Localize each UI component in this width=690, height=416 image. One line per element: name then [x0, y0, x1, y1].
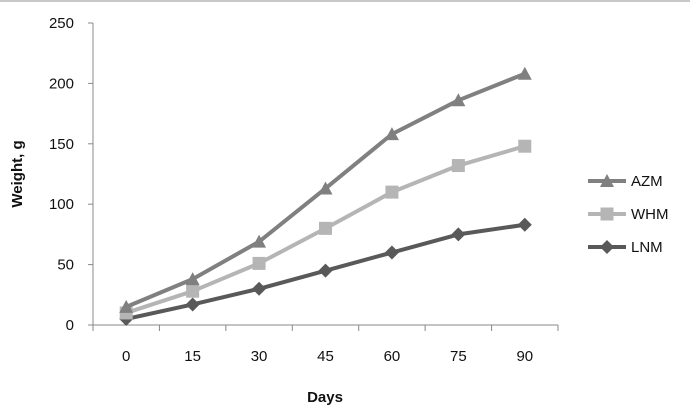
series-lnm-point — [318, 263, 333, 278]
legend-label: AZM — [631, 173, 663, 190]
series-azm — [119, 66, 532, 313]
legend-swatch-marker — [600, 174, 614, 187]
y-tick-label: 150 — [49, 136, 74, 153]
series-whm-point — [319, 221, 332, 235]
y-tick-label: 100 — [49, 196, 74, 213]
legend-label: WHM — [631, 206, 669, 223]
series-azm-point — [451, 93, 466, 107]
x-tick-label: 45 — [317, 348, 334, 365]
series-azm-point — [185, 272, 200, 286]
series-azm-point — [517, 66, 532, 80]
series-azm-point — [119, 299, 134, 313]
legend-swatch-marker — [600, 207, 614, 221]
series-lnm-point — [252, 281, 267, 296]
x-axis-title: Days — [307, 389, 343, 406]
legend-item-azm: AZM — [588, 173, 663, 190]
y-tick-label: 0 — [66, 317, 74, 334]
series-azm-point — [252, 234, 267, 248]
x-tick-label: 90 — [516, 348, 533, 365]
legend-label: LNM — [631, 239, 663, 256]
y-tick-label: 50 — [57, 257, 74, 274]
series-whm-point — [451, 159, 465, 173]
series-azm-point — [318, 181, 333, 195]
series-whm — [119, 139, 532, 320]
series-lnm-point — [451, 227, 466, 242]
x-tick-label: 15 — [184, 348, 201, 365]
x-tick-label: 30 — [251, 348, 268, 365]
plot-area — [119, 66, 532, 326]
y-tick-label: 250 — [49, 15, 74, 32]
series-whm-point — [252, 256, 266, 270]
series-whm-point — [518, 139, 532, 153]
legend-swatch-marker — [600, 240, 614, 254]
series-azm-point — [384, 127, 399, 141]
x-tick-label: 75 — [450, 348, 467, 365]
series-lnm-point — [517, 217, 532, 232]
top-border — [0, 0, 690, 2]
y-axis-title: Weight, g — [9, 140, 26, 207]
series-whm-point — [186, 284, 200, 298]
x-tick-label: 0 — [122, 348, 130, 365]
x-tick-label: 60 — [384, 348, 401, 365]
series-lnm-point — [185, 297, 200, 312]
legend: AZM WHM LNM — [588, 173, 669, 256]
legend-item-lnm: LNM — [588, 239, 663, 256]
y-tick-label: 200 — [49, 75, 74, 92]
y-axis: 0 50 100 150 200 250 — [49, 15, 94, 334]
series-lnm-point — [384, 245, 399, 260]
legend-item-whm: WHM — [588, 206, 669, 223]
series-whm-point — [385, 185, 399, 199]
x-axis: 0 15 30 45 60 75 90 — [92, 324, 559, 365]
